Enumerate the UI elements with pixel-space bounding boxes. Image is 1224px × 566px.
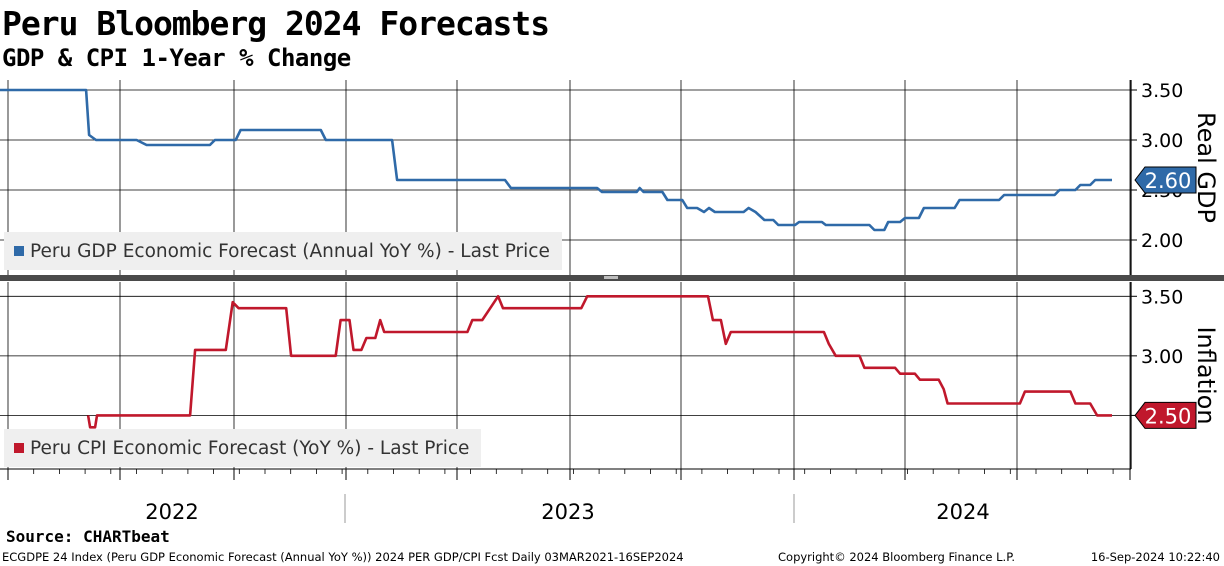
cpi-series-line	[86, 294, 1112, 429]
legend-cpi-label: Peru CPI Economic Forecast (YoY %) - Las…	[30, 437, 470, 459]
x-tick-label-2023: 2023	[541, 500, 594, 524]
gdp-series-line	[0, 88, 1112, 232]
footer-copyright: Copyright© 2024 Bloomberg Finance L.P.	[778, 550, 1015, 564]
panel-divider-grip	[604, 276, 618, 279]
legend-gdp-swatch	[14, 246, 24, 256]
x-tick-label-2022: 2022	[145, 500, 198, 524]
chart-subtitle: GDP & CPI 1-Year % Change	[2, 44, 351, 72]
y-tick-label-0-3: 2.00	[1141, 230, 1183, 252]
inflation-axis-title: Inflation	[1192, 326, 1220, 424]
footer-timestamp: 16-Sep-2024 10:22:40	[1090, 550, 1220, 564]
y-tick-label-0-0: 3.50	[1141, 80, 1183, 102]
gdp-last-value-label: 2.60	[1145, 169, 1192, 193]
cpi-last-value-label: 2.50	[1145, 404, 1192, 428]
legend-cpi-swatch	[14, 443, 24, 453]
cpi-last-value-badge	[1134, 401, 1197, 429]
y-tick-label-1-0: 3.50	[1141, 286, 1183, 308]
footer-index-info: ECGDPE 24 Index (Peru GDP Economic Forec…	[2, 550, 684, 564]
source-note: Source: CHARTbeat	[6, 527, 170, 546]
chart-title: Peru Bloomberg 2024 Forecasts	[2, 4, 550, 43]
legend-cpi: Peru CPI Economic Forecast (YoY %) - Las…	[4, 429, 482, 467]
legend-gdp: Peru GDP Economic Forecast (Annual YoY %…	[4, 232, 562, 270]
gdp-axis-title: Real GDP	[1192, 112, 1220, 223]
x-tick-label-2024: 2024	[936, 500, 989, 524]
gdp-last-value-badge	[1134, 166, 1197, 194]
y-tick-label-0-1: 3.00	[1141, 130, 1183, 152]
legend-gdp-label: Peru GDP Economic Forecast (Annual YoY %…	[30, 240, 550, 262]
y-tick-label-1-1: 3.00	[1141, 346, 1183, 368]
